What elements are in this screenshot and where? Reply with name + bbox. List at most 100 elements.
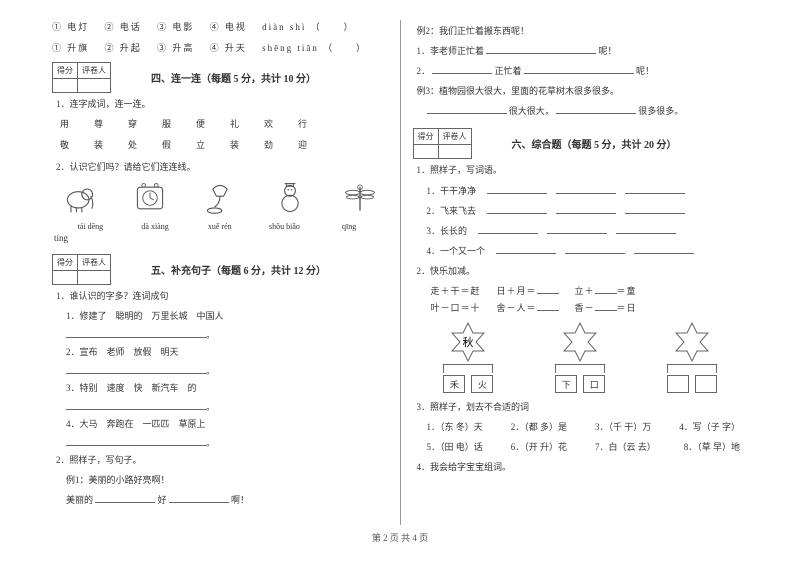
- eq2b-t: 舍－人＝: [497, 301, 537, 314]
- eq-row-1: 走＋干＝赶 日＋月＝ 立＋＝童: [431, 284, 749, 297]
- r3: 很大很大， 很多很多。: [427, 103, 749, 120]
- lamp-icon: [202, 180, 238, 216]
- tree-2: 下 口: [555, 320, 605, 393]
- eq2b: 舍－人＝: [497, 301, 559, 314]
- score-l6: 得分: [413, 129, 438, 145]
- q6-1a-txt: 1．干干净净: [427, 186, 477, 196]
- eq2d-t: ＝日: [617, 301, 637, 314]
- tlines2: [555, 365, 605, 373]
- eq1d-t: ＝童: [617, 284, 637, 297]
- option-line-2: ① 升旗 ② 升起 ③ 升高 ④ 升天 shēng tiān （ ）: [52, 41, 388, 54]
- q6-1c: 3．长长的: [427, 223, 749, 240]
- q6-1d: 4．一个又一个: [427, 243, 749, 260]
- section-6-header: 得分评卷人 六、综合题（每题 5 分，共计 20 分）: [413, 128, 749, 159]
- b61c1: [478, 224, 538, 234]
- eq2cd: 香－＝日: [575, 301, 637, 314]
- score-r5: 评卷人: [78, 254, 111, 270]
- score-blank-l: [53, 79, 78, 93]
- r2b: 正忙着: [495, 66, 522, 76]
- two-column-layout: ① 电灯 ② 电话 ③ 电影 ④ 电视 diàn shì （ ） ① 升旗 ② …: [40, 20, 760, 525]
- words-row-1: 用 尊 穿 服 便 礼 欢 行: [60, 117, 388, 130]
- eq1c-t: 立＋: [575, 284, 595, 297]
- score-blank-r6: [438, 145, 471, 159]
- q6-2: 2．快乐加减。: [417, 263, 749, 280]
- score-l: 得分: [53, 63, 78, 79]
- q6-3g: 7．白（云 去）: [595, 439, 656, 456]
- opt1b: ② 电话: [105, 22, 142, 32]
- q5-1: 1．谁认识的字多？连词成句: [56, 288, 388, 305]
- py5: qīng: [317, 222, 382, 231]
- score-table-6: 得分评卷人: [413, 128, 472, 159]
- star-icon-3: [670, 320, 714, 364]
- leaf3b: [695, 375, 717, 393]
- fill1b: 好: [158, 495, 167, 505]
- fill1a: 美丽的: [66, 495, 93, 505]
- b-eq2c: [595, 301, 617, 311]
- snowman-icon: [272, 180, 308, 216]
- b61c2: [547, 224, 607, 234]
- star-icon-2: [558, 320, 602, 364]
- eq1b: 日＋月＝: [497, 284, 559, 297]
- score-table-4: 得分评卷人: [52, 62, 111, 93]
- section-4-header: 得分评卷人 四、连一连（每题 5 分，共计 10 分）: [52, 62, 388, 93]
- blank-5-1a: [66, 328, 206, 338]
- section-6-title: 六、综合题（每题 5 分，共计 20 分）: [512, 136, 677, 151]
- q6-3c: 3．（千 干）万: [595, 419, 651, 436]
- blank-r2b: [524, 64, 634, 74]
- score-r6: 评卷人: [438, 129, 471, 145]
- r1b: 呢！: [599, 46, 617, 56]
- q6-1: 1．照样子，写词语。: [417, 162, 749, 179]
- worksheet-page: ① 电灯 ② 电话 ③ 电影 ④ 电视 diàn shì （ ） ① 升旗 ② …: [0, 0, 800, 565]
- score-blank-r: [78, 79, 111, 93]
- b61b2: [556, 204, 616, 214]
- q6-1a: 1．干干净净: [427, 183, 749, 200]
- b61b1: [487, 204, 547, 214]
- pinyin-row: tái dēng dà xiàng xuě rén shǒu biǎo qīng: [58, 222, 382, 231]
- branches-3: [667, 375, 717, 393]
- r2a: 2．: [417, 66, 431, 76]
- b-eq1c: [595, 284, 617, 294]
- ex2: 例2：我们正忙着搬东西呢！: [417, 23, 749, 40]
- opt1c: ③ 电影: [157, 22, 194, 32]
- leaf3a: [667, 375, 689, 393]
- blank-5-1d: [66, 436, 206, 446]
- leaf1a: 禾: [443, 375, 465, 393]
- score-l5: 得分: [53, 254, 78, 270]
- q6-4: 4．我会给字宝宝组词。: [417, 459, 749, 476]
- b61a1: [487, 184, 547, 194]
- b61a2: [556, 184, 616, 194]
- r1a: 1．李老师正忙着: [417, 46, 485, 56]
- opt2a: ① 升旗: [52, 43, 89, 53]
- opt2d: ④ 升天: [210, 43, 247, 53]
- eq1b-t: 日＋月＝: [497, 284, 537, 297]
- blank-r1: [486, 44, 596, 54]
- eq1cd: 立＋ ＝童: [575, 284, 637, 297]
- r3b: 很多很多。: [638, 106, 683, 116]
- py-ting: tíng: [54, 231, 388, 245]
- b61b3: [625, 204, 685, 214]
- branches-1: 禾 火: [443, 375, 493, 393]
- score-blank-l5: [53, 270, 78, 284]
- tree-row: 秋 禾 火 下 口: [413, 320, 749, 393]
- leaf2a: 下: [555, 375, 577, 393]
- q6-3a: 1．（东 冬）天: [427, 419, 483, 436]
- opt2b: ② 升起: [105, 43, 142, 53]
- tlines3: [667, 365, 717, 373]
- opt1paren: （ ）: [311, 22, 355, 32]
- blank-r3b: [556, 104, 636, 114]
- q6-3e: 5．（田 电）话: [427, 439, 483, 456]
- tree-3: [667, 320, 717, 393]
- right-column: 例2：我们正忙着搬东西呢！ 1．李老师正忙着 呢！ 2． 正忙着 呢！ 例3：植…: [401, 20, 761, 525]
- q6-3-row2: 5．（田 电）话 6．（开 升）花 7．白（云 去） 8．（草 早）地: [427, 439, 749, 456]
- opt1py: diàn shì: [262, 22, 306, 32]
- blank-5-1c: [66, 400, 206, 410]
- star1-char: 秋: [463, 335, 474, 349]
- q5-1b: 2．宣布 老师 放假 明天: [66, 344, 388, 361]
- words-row-2: 敬 装 处 假 立 装 劲 迎: [60, 138, 388, 151]
- page-footer: 第 2 页 共 4 页: [40, 531, 760, 544]
- q6-1b-txt: 2．飞来飞去: [427, 206, 477, 216]
- section-5-header: 得分评卷人 五、补充句子（每题 6 分，共计 12 分）: [52, 254, 388, 285]
- r2: 2． 正忙着 呢！: [417, 63, 749, 80]
- py2: dà xiàng: [123, 222, 188, 231]
- blank-5-1b: [66, 364, 206, 374]
